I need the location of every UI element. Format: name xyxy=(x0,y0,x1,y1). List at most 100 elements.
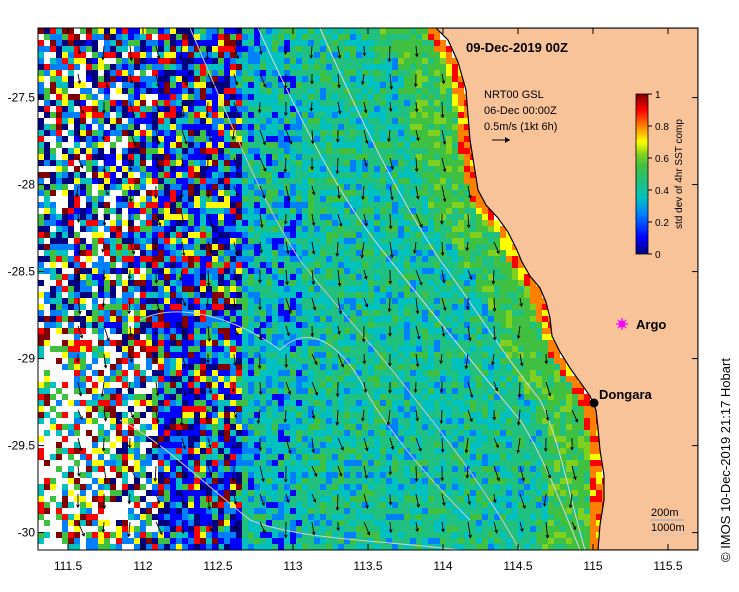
sst-pixel xyxy=(86,130,92,136)
sst-pixel xyxy=(362,316,368,322)
sst-pixel xyxy=(62,118,68,124)
sst-pixel xyxy=(314,172,320,178)
sst-pixel xyxy=(446,232,452,238)
sst-pixel xyxy=(248,388,254,394)
sst-pixel xyxy=(122,256,128,262)
sst-pixel xyxy=(500,340,506,346)
sst-pixel xyxy=(530,394,536,400)
sst-pixel xyxy=(164,262,170,268)
sst-pixel xyxy=(128,418,134,424)
sst-pixel xyxy=(482,232,488,238)
sst-pixel xyxy=(404,346,410,352)
sst-pixel xyxy=(92,34,98,40)
sst-pixel xyxy=(194,52,200,58)
sst-pixel xyxy=(272,358,278,364)
sst-pixel xyxy=(44,388,50,394)
sst-pixel xyxy=(248,286,254,292)
sst-pixel xyxy=(194,346,200,352)
sst-pixel xyxy=(464,154,470,160)
sst-pixel xyxy=(368,412,374,418)
sst-pixel xyxy=(326,382,332,388)
sst-pixel xyxy=(356,214,362,220)
sst-pixel xyxy=(290,118,296,124)
sst-pixel xyxy=(320,64,326,70)
sst-pixel xyxy=(290,34,296,40)
sst-pixel xyxy=(182,406,188,412)
sst-pixel xyxy=(92,178,98,184)
sst-pixel xyxy=(362,184,368,190)
sst-pixel xyxy=(320,340,326,346)
sst-pixel xyxy=(236,370,242,376)
sst-pixel xyxy=(464,184,470,190)
sst-pixel xyxy=(62,364,68,370)
sst-pixel xyxy=(452,64,458,70)
sst-pixel xyxy=(326,112,332,118)
sst-pixel xyxy=(134,82,140,88)
sst-pixel xyxy=(308,400,314,406)
sst-pixel xyxy=(302,40,308,46)
sst-pixel xyxy=(278,160,284,166)
sst-pixel xyxy=(176,58,182,64)
sst-pixel xyxy=(206,316,212,322)
sst-pixel xyxy=(38,154,44,160)
sst-pixel xyxy=(62,124,68,130)
sst-pixel xyxy=(272,412,278,418)
sst-pixel xyxy=(392,148,398,154)
sst-pixel xyxy=(428,196,434,202)
sst-pixel xyxy=(338,154,344,160)
sst-pixel xyxy=(452,172,458,178)
sst-pixel xyxy=(266,52,272,58)
sst-pixel xyxy=(422,388,428,394)
sst-pixel xyxy=(302,244,308,250)
sst-pixel xyxy=(422,424,428,430)
sst-pixel xyxy=(308,322,314,328)
sst-pixel xyxy=(326,412,332,418)
sst-pixel xyxy=(356,76,362,82)
sst-pixel xyxy=(218,166,224,172)
sst-pixel xyxy=(440,322,446,328)
sst-pixel xyxy=(278,88,284,94)
sst-pixel xyxy=(452,358,458,364)
sst-pixel xyxy=(68,130,74,136)
sst-pixel xyxy=(386,178,392,184)
sst-pixel xyxy=(242,250,248,256)
sst-pixel xyxy=(158,382,164,388)
sst-pixel xyxy=(146,250,152,256)
sst-pixel xyxy=(224,256,230,262)
sst-pixel xyxy=(50,232,56,238)
sst-pixel xyxy=(260,52,266,58)
sst-pixel xyxy=(488,364,494,370)
sst-pixel xyxy=(416,298,422,304)
sst-pixel xyxy=(44,268,50,274)
sst-pixel xyxy=(134,88,140,94)
sst-pixel xyxy=(122,250,128,256)
sst-pixel xyxy=(248,70,254,76)
sst-pixel xyxy=(416,400,422,406)
sst-pixel xyxy=(128,100,134,106)
sst-pixel xyxy=(278,298,284,304)
sst-pixel xyxy=(350,370,356,376)
sst-pixel xyxy=(278,70,284,76)
sst-pixel xyxy=(224,88,230,94)
sst-pixel xyxy=(458,250,464,256)
sst-pixel xyxy=(80,220,86,226)
sst-pixel xyxy=(278,352,284,358)
sst-pixel xyxy=(368,424,374,430)
sst-pixel xyxy=(128,34,134,40)
sst-pixel xyxy=(320,364,326,370)
sst-pixel xyxy=(98,412,104,418)
sst-pixel xyxy=(458,256,464,262)
sst-pixel xyxy=(380,226,386,232)
sst-pixel xyxy=(452,274,458,280)
sst-pixel xyxy=(446,130,452,136)
sst-pixel xyxy=(476,256,482,262)
sst-pixel xyxy=(158,214,164,220)
sst-pixel xyxy=(128,208,134,214)
sst-pixel xyxy=(254,364,260,370)
sst-pixel xyxy=(236,394,242,400)
sst-pixel xyxy=(338,112,344,118)
sst-pixel xyxy=(326,268,332,274)
sst-pixel xyxy=(326,310,332,316)
sst-pixel xyxy=(266,250,272,256)
sst-pixel xyxy=(302,256,308,262)
